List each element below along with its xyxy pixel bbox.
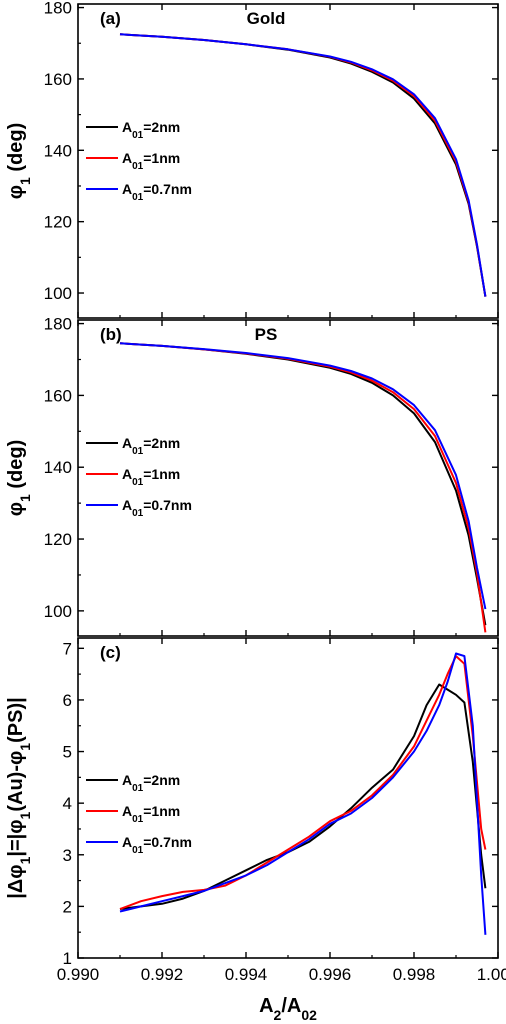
panel-title: Gold bbox=[247, 9, 286, 28]
panel-3: 1 2 3 4 5 6 7 0.990 0.992 0.994 0.996 0.998 1.000 (c)… bbox=[5, 637, 506, 1023]
y-axis-label: |Δφ1|=|φ1(Au)-φ1(PS)| bbox=[5, 697, 33, 898]
legend-label-2: A01=1nm bbox=[122, 150, 180, 172]
legend-label-2: A01=1nm bbox=[122, 803, 180, 825]
y-tick-label: 100 bbox=[44, 284, 72, 303]
y-tick-label: 140 bbox=[44, 458, 72, 477]
series-line-1 bbox=[119, 342, 487, 626]
panel-2: 100 120 140 160 180 (b) PS A01=2nm A01=1nm A01=0.… bbox=[5, 315, 499, 637]
y-tick-label: 140 bbox=[44, 141, 72, 160]
x-tick-label: 1.000 bbox=[477, 965, 506, 984]
y-tick-label: 160 bbox=[44, 386, 72, 405]
x-tick-label: 0.994 bbox=[225, 965, 268, 984]
y-tick-label: 5 bbox=[63, 743, 72, 762]
plot-frame bbox=[77, 637, 499, 959]
series-line-3 bbox=[119, 652, 487, 935]
y-axis-label: φ1 (deg) bbox=[5, 123, 33, 200]
y-tick-label: 1 bbox=[63, 949, 72, 968]
legend-label-3: A01=0.7nm bbox=[122, 834, 192, 856]
legend-label-1: A01=2nm bbox=[122, 119, 180, 141]
series-line-3 bbox=[119, 342, 487, 610]
panel-tag: (c) bbox=[100, 643, 121, 662]
legend-label-3: A01=0.7nm bbox=[122, 181, 192, 203]
y-axis-label: φ1 (deg) bbox=[5, 440, 33, 517]
series-line-3 bbox=[119, 33, 487, 297]
y-tick-label: 160 bbox=[44, 70, 72, 89]
series-line-1 bbox=[119, 683, 487, 910]
y-tick-label: 120 bbox=[44, 530, 72, 549]
y-tick-label: 3 bbox=[63, 846, 72, 865]
y-tick-label: 6 bbox=[63, 691, 72, 710]
y-tick-label: 100 bbox=[44, 602, 72, 621]
panel-tag: (b) bbox=[100, 325, 122, 344]
y-tick-label: 180 bbox=[44, 0, 72, 18]
legend-label-1: A01=2nm bbox=[122, 772, 180, 794]
x-tick-label: 0.990 bbox=[57, 965, 100, 984]
panel-title: PS bbox=[255, 325, 278, 344]
y-tick-label: 4 bbox=[63, 794, 72, 813]
x-tick-label: 0.998 bbox=[393, 965, 436, 984]
y-tick-label: 180 bbox=[44, 315, 72, 334]
legend-label-2: A01=1nm bbox=[122, 466, 180, 488]
series-line-2 bbox=[119, 655, 487, 910]
panel-tag: (a) bbox=[100, 9, 121, 28]
series-line-2 bbox=[119, 342, 487, 633]
panel-1: 100 120 140 160 180 (a) Gold A01=2nm A01=1nm A01=… bbox=[5, 0, 499, 319]
x-tick-label: 0.996 bbox=[309, 965, 352, 984]
legend-label-3: A01=0.7nm bbox=[122, 497, 192, 519]
y-tick-label: 2 bbox=[63, 897, 72, 916]
legend-label-1: A01=2nm bbox=[122, 435, 180, 457]
x-tick-label: 0.992 bbox=[141, 965, 184, 984]
y-tick-label: 120 bbox=[44, 213, 72, 232]
x-axis-label: A2/A02 bbox=[259, 995, 317, 1023]
y-tick-label: 7 bbox=[63, 639, 72, 658]
